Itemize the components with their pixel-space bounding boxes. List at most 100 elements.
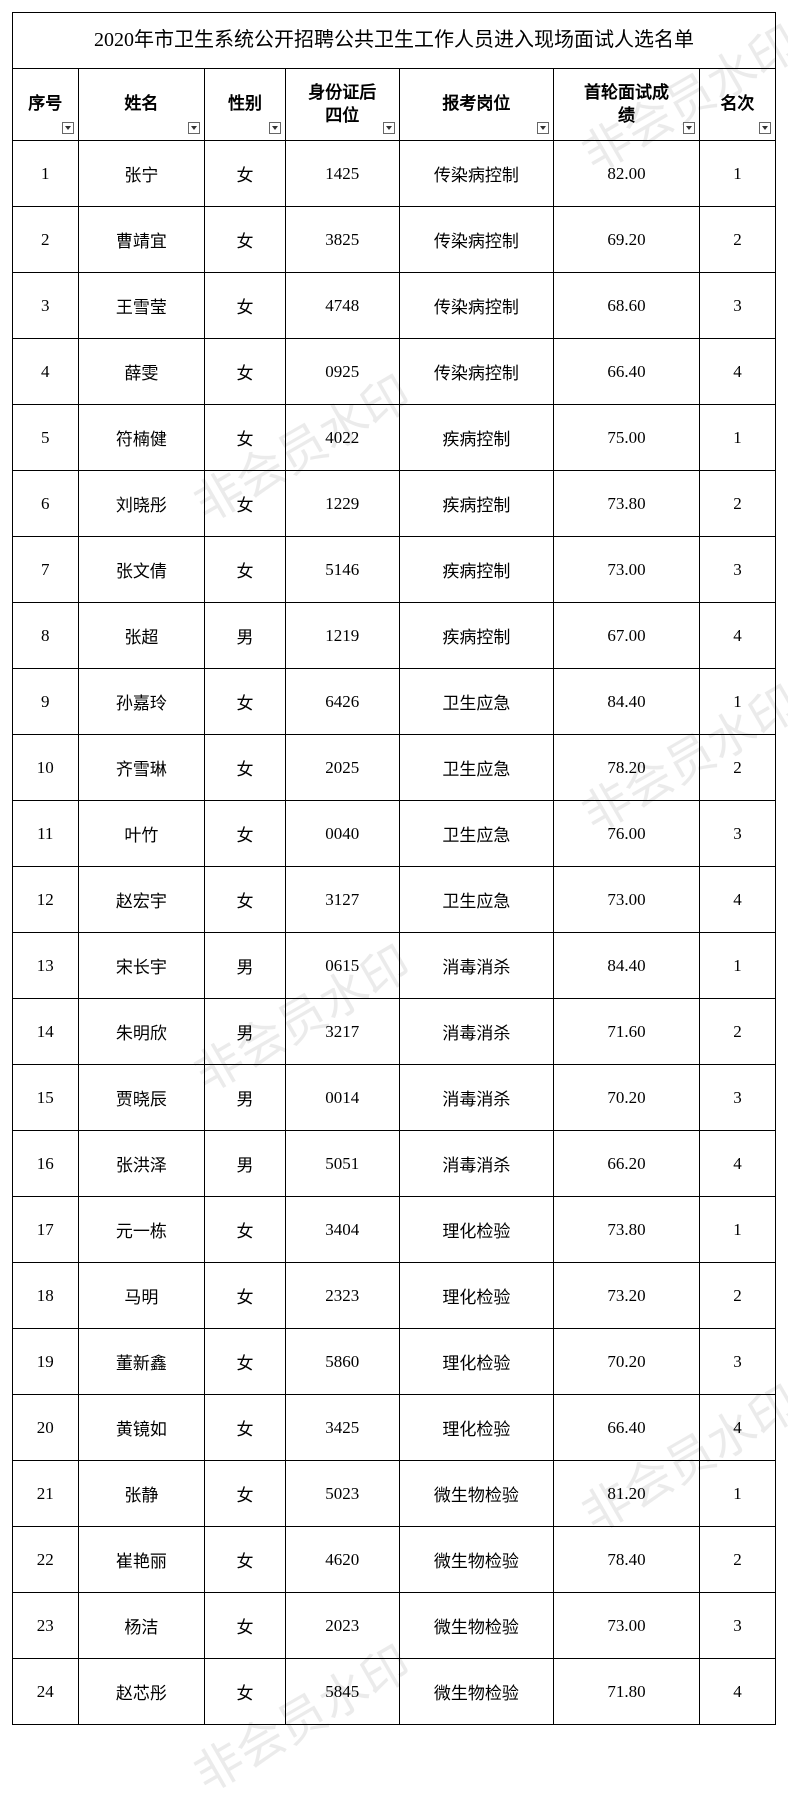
cell-id4: 3127 (285, 867, 399, 933)
table-row: 12赵宏宇女3127卫生应急73.004 (13, 867, 776, 933)
filter-dropdown-icon[interactable] (188, 122, 200, 134)
table-row: 4薛雯女0925传染病控制66.404 (13, 339, 776, 405)
cell-gender: 女 (205, 207, 285, 273)
cell-rank: 3 (699, 273, 775, 339)
cell-rank: 1 (699, 405, 775, 471)
table-row: 7张文倩女5146疾病控制73.003 (13, 537, 776, 603)
cell-position: 消毒消杀 (399, 999, 553, 1065)
cell-name: 宋长宇 (78, 933, 205, 999)
cell-seq: 16 (13, 1131, 79, 1197)
cell-seq: 8 (13, 603, 79, 669)
cell-score: 66.20 (554, 1131, 700, 1197)
column-header-gender[interactable]: 性别 (205, 69, 285, 141)
table-row: 14朱明欣男3217消毒消杀71.602 (13, 999, 776, 1065)
cell-position: 卫生应急 (399, 801, 553, 867)
cell-seq: 20 (13, 1395, 79, 1461)
cell-gender: 女 (205, 801, 285, 867)
cell-position: 传染病控制 (399, 207, 553, 273)
cell-gender: 女 (205, 339, 285, 405)
cell-position: 理化检验 (399, 1197, 553, 1263)
cell-id4: 5051 (285, 1131, 399, 1197)
cell-position: 消毒消杀 (399, 933, 553, 999)
filter-dropdown-icon[interactable] (269, 122, 281, 134)
cell-id4: 3217 (285, 999, 399, 1065)
cell-gender: 女 (205, 1329, 285, 1395)
cell-seq: 10 (13, 735, 79, 801)
cell-gender: 女 (205, 537, 285, 603)
cell-name: 张静 (78, 1461, 205, 1527)
cell-rank: 2 (699, 1527, 775, 1593)
cell-score: 73.00 (554, 1593, 700, 1659)
cell-gender: 女 (205, 1263, 285, 1329)
cell-score: 84.40 (554, 669, 700, 735)
column-header-seq[interactable]: 序号 (13, 69, 79, 141)
cell-rank: 3 (699, 537, 775, 603)
cell-position: 微生物检验 (399, 1527, 553, 1593)
cell-seq: 19 (13, 1329, 79, 1395)
cell-score: 70.20 (554, 1329, 700, 1395)
cell-seq: 15 (13, 1065, 79, 1131)
cell-seq: 17 (13, 1197, 79, 1263)
cell-position: 微生物检验 (399, 1593, 553, 1659)
column-header-name[interactable]: 姓名 (78, 69, 205, 141)
filter-dropdown-icon[interactable] (62, 122, 74, 134)
filter-dropdown-icon[interactable] (537, 122, 549, 134)
cell-position: 微生物检验 (399, 1659, 553, 1725)
table-row: 3王雪莹女4748传染病控制68.603 (13, 273, 776, 339)
cell-name: 董新鑫 (78, 1329, 205, 1395)
filter-dropdown-icon[interactable] (383, 122, 395, 134)
table-row: 5符楠健女4022疾病控制75.001 (13, 405, 776, 471)
cell-name: 元一栋 (78, 1197, 205, 1263)
cell-id4: 6426 (285, 669, 399, 735)
column-header-position[interactable]: 报考岗位 (399, 69, 553, 141)
cell-gender: 女 (205, 1461, 285, 1527)
header-label: 首轮面试成绩 (584, 82, 669, 126)
cell-score: 82.00 (554, 141, 700, 207)
cell-rank: 3 (699, 801, 775, 867)
table-row: 21张静女5023微生物检验81.201 (13, 1461, 776, 1527)
cell-score: 73.80 (554, 471, 700, 537)
cell-position: 疾病控制 (399, 405, 553, 471)
column-header-id4[interactable]: 身份证后四位 (285, 69, 399, 141)
filter-dropdown-icon[interactable] (683, 122, 695, 134)
cell-seq: 12 (13, 867, 79, 933)
document-container: 非会员水印 非会员水印 非会员水印 非会员水印 非会员水印 非会员水印 2020… (0, 0, 788, 1737)
cell-gender: 男 (205, 999, 285, 1065)
cell-rank: 3 (699, 1329, 775, 1395)
cell-score: 76.00 (554, 801, 700, 867)
cell-name: 黄镜如 (78, 1395, 205, 1461)
cell-seq: 21 (13, 1461, 79, 1527)
table-body: 1张宁女1425传染病控制82.0012曹靖宜女3825传染病控制69.2023… (13, 141, 776, 1725)
cell-name: 薛雯 (78, 339, 205, 405)
column-header-rank[interactable]: 名次 (699, 69, 775, 141)
cell-id4: 2025 (285, 735, 399, 801)
filter-dropdown-icon[interactable] (759, 122, 771, 134)
cell-score: 66.40 (554, 1395, 700, 1461)
cell-gender: 女 (205, 735, 285, 801)
cell-rank: 3 (699, 1065, 775, 1131)
cell-rank: 2 (699, 207, 775, 273)
cell-position: 卫生应急 (399, 735, 553, 801)
table-row: 19董新鑫女5860理化检验70.203 (13, 1329, 776, 1395)
cell-seq: 3 (13, 273, 79, 339)
document-title: 2020年市卫生系统公开招聘公共卫生工作人员进入现场面试人选名单 (12, 12, 776, 68)
cell-rank: 4 (699, 339, 775, 405)
cell-seq: 18 (13, 1263, 79, 1329)
cell-score: 84.40 (554, 933, 700, 999)
cell-name: 叶竹 (78, 801, 205, 867)
cell-position: 理化检验 (399, 1395, 553, 1461)
cell-position: 卫生应急 (399, 867, 553, 933)
column-header-score[interactable]: 首轮面试成绩 (554, 69, 700, 141)
cell-name: 张宁 (78, 141, 205, 207)
cell-position: 消毒消杀 (399, 1131, 553, 1197)
cell-gender: 男 (205, 603, 285, 669)
cell-position: 微生物检验 (399, 1461, 553, 1527)
cell-name: 赵宏宇 (78, 867, 205, 933)
cell-seq: 14 (13, 999, 79, 1065)
cell-gender: 男 (205, 933, 285, 999)
cell-score: 78.40 (554, 1527, 700, 1593)
cell-rank: 1 (699, 669, 775, 735)
table-row: 1张宁女1425传染病控制82.001 (13, 141, 776, 207)
cell-score: 71.80 (554, 1659, 700, 1725)
cell-id4: 1219 (285, 603, 399, 669)
